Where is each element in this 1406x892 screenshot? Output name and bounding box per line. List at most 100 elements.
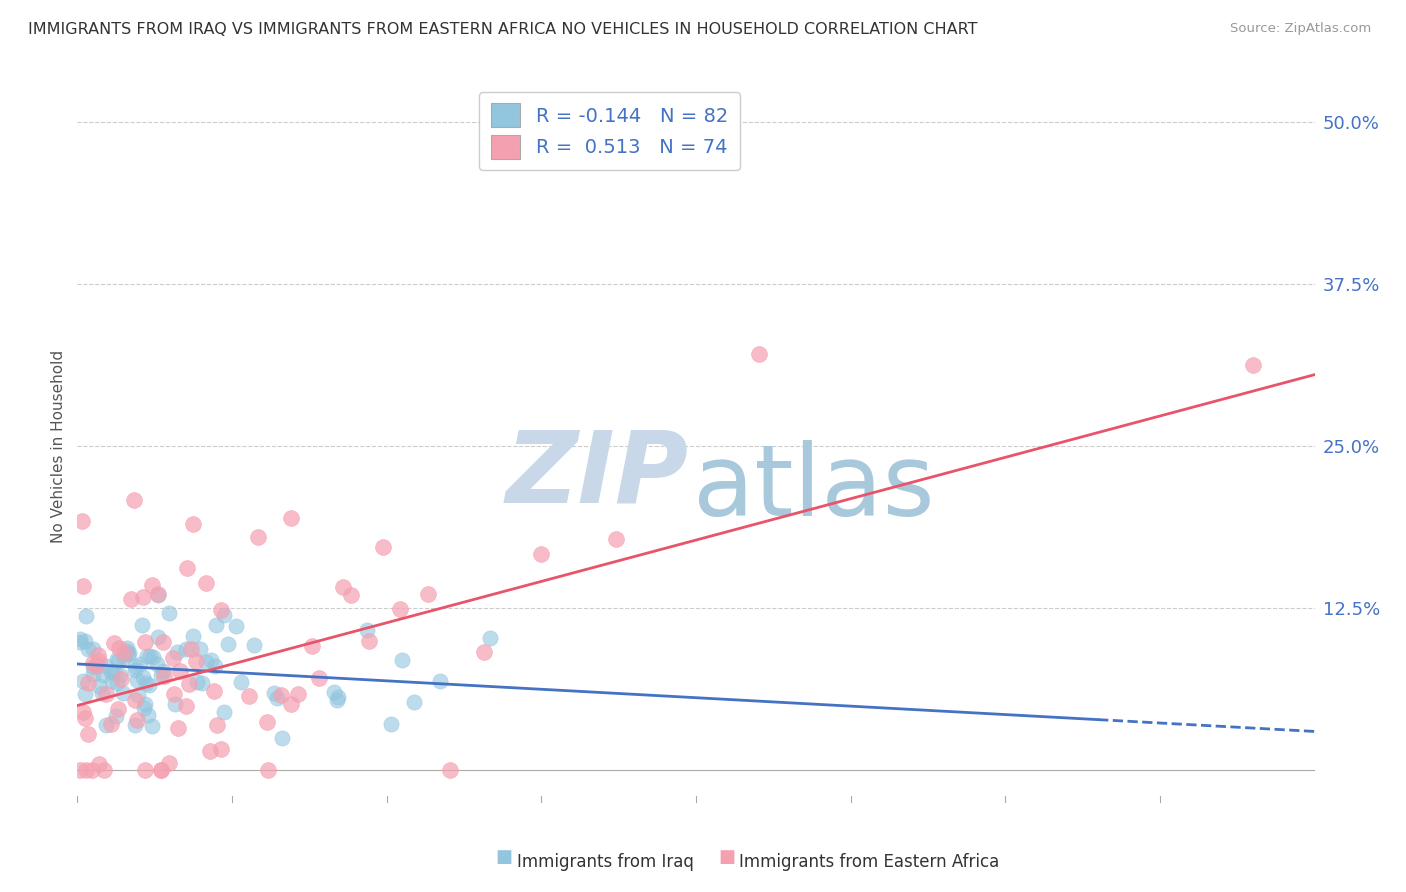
Point [89,756,111,771]
Point [82,656,104,670]
Point [605,533,627,547]
Point [146,630,169,644]
Point [371,540,394,554]
Point [139,648,162,663]
Point [135,676,157,690]
Point [69,632,91,646]
Point [77,727,100,741]
Point [69,764,91,778]
Point [112,646,135,660]
Point [340,588,363,602]
Point [125,673,148,687]
Point [115,644,138,658]
Point [110,672,132,686]
Point [82,666,104,681]
Point [530,547,553,561]
Point [190,675,212,690]
Point [107,702,129,716]
Point [177,677,200,691]
Point [124,659,146,673]
Point [91,668,114,682]
Point [122,493,145,508]
Point [69,635,91,649]
Point [180,642,202,657]
Point [105,652,128,666]
Point [183,516,205,531]
Point [391,653,413,667]
Point [209,742,232,756]
Point [263,686,285,700]
Point [404,695,426,709]
Point [141,577,163,591]
Point [134,764,156,778]
Point [134,634,156,648]
Point [166,644,188,658]
Point [287,687,309,701]
Point [136,707,159,722]
Point [107,640,129,655]
Point [162,650,184,665]
Point [169,664,191,678]
Point [472,645,495,659]
Point [127,713,149,727]
Text: atlas: atlas [693,441,935,537]
Point [174,642,197,657]
Point [326,690,349,705]
Point [134,697,156,711]
Point [124,663,146,677]
Point [75,633,97,648]
Point [94,659,117,673]
Point [217,637,239,651]
Point [225,619,247,633]
Point [87,648,110,662]
Text: ZIP: ZIP [506,426,689,523]
Point [242,638,264,652]
Point [73,711,96,725]
Legend: R = -0.144   N = 82, R =  0.513   N = 74: R = -0.144 N = 82, R = 0.513 N = 74 [479,92,740,170]
Point [167,721,190,735]
Point [82,641,104,656]
Point [280,511,302,525]
Point [117,641,139,656]
Point [146,657,169,672]
Point [72,706,94,720]
Point [380,717,402,731]
Point [198,744,221,758]
Point [429,673,451,688]
Text: IMMIGRANTS FROM IRAQ VS IMMIGRANTS FROM EASTERN AFRICA NO VEHICLES IN HOUSEHOLD : IMMIGRANTS FROM IRAQ VS IMMIGRANTS FROM … [28,22,977,37]
Point [326,693,349,707]
Point [212,608,235,623]
Point [150,764,173,778]
Point [146,587,169,601]
Point [96,718,118,732]
Point [204,658,226,673]
Point [73,687,96,701]
Point [186,653,208,667]
Text: ■: ■ [718,847,735,866]
Point [107,654,129,668]
Point [181,629,204,643]
Point [86,659,108,673]
Point [194,575,217,590]
Text: Immigrants from Iraq: Immigrants from Iraq [516,853,693,871]
Point [190,642,212,657]
Point [131,618,153,632]
Point [308,671,330,685]
Point [93,764,115,778]
Point [256,715,278,730]
Point [280,698,302,712]
Point [72,674,94,689]
Point [105,709,128,723]
Point [439,764,461,778]
Point [138,677,160,691]
Y-axis label: No Vehicles in Household: No Vehicles in Household [51,350,66,542]
Point [357,634,380,648]
Point [163,687,186,701]
Point [94,687,117,701]
Point [127,688,149,702]
Point [157,756,180,770]
Point [238,690,260,704]
Point [103,635,125,649]
Point [149,764,172,778]
Point [152,635,174,649]
